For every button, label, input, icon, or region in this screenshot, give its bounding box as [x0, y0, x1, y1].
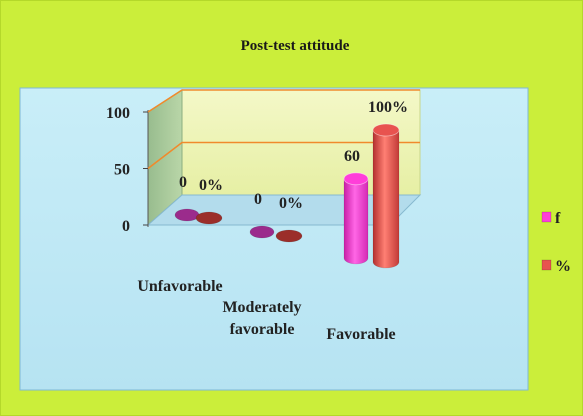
bar-disc	[174, 208, 200, 222]
bar-percent-0	[195, 211, 223, 225]
legend-label: f	[555, 210, 561, 227]
data-label: 0	[254, 191, 262, 208]
bar-top	[343, 172, 369, 186]
x-category-label: Moderately favorable	[222, 299, 301, 338]
y-tick-label: 50	[114, 162, 130, 179]
data-label: 0%	[279, 195, 303, 212]
chart-bars	[174, 123, 400, 269]
legend: f%	[541, 210, 571, 275]
bar-f-0	[174, 208, 200, 222]
legend-label: %	[555, 258, 571, 275]
legend-swatch	[541, 211, 552, 223]
chart-gridlines	[147, 89, 420, 170]
bar-percent-1	[275, 229, 303, 243]
y-tick-label: 100	[106, 105, 130, 122]
x-category-label: Favorable	[326, 326, 395, 343]
bar-f-2	[343, 172, 369, 265]
x-category-label: Unfavorable	[137, 278, 222, 295]
bar-disc	[249, 225, 275, 239]
y-axis-ticks: 0 50 100	[106, 105, 148, 235]
bar-body	[343, 178, 369, 265]
data-label: 60	[344, 148, 360, 165]
gridline	[147, 141, 420, 170]
bar-top	[372, 123, 400, 137]
data-labels: 0 0% 0 0% 60 100%	[179, 99, 408, 212]
data-label: 0%	[199, 177, 223, 194]
bar-body	[372, 129, 400, 269]
data-label: 0	[179, 174, 187, 191]
bar-disc	[195, 211, 223, 225]
legend-swatch	[541, 259, 552, 271]
bar-f-1	[249, 225, 275, 239]
y-tick-label: 0	[122, 218, 130, 235]
data-label: 100%	[368, 99, 408, 116]
chart-title: Post-test attitude	[241, 38, 350, 54]
gridline	[147, 89, 420, 113]
bar-percent-2	[372, 123, 400, 269]
bar-disc	[275, 229, 303, 243]
